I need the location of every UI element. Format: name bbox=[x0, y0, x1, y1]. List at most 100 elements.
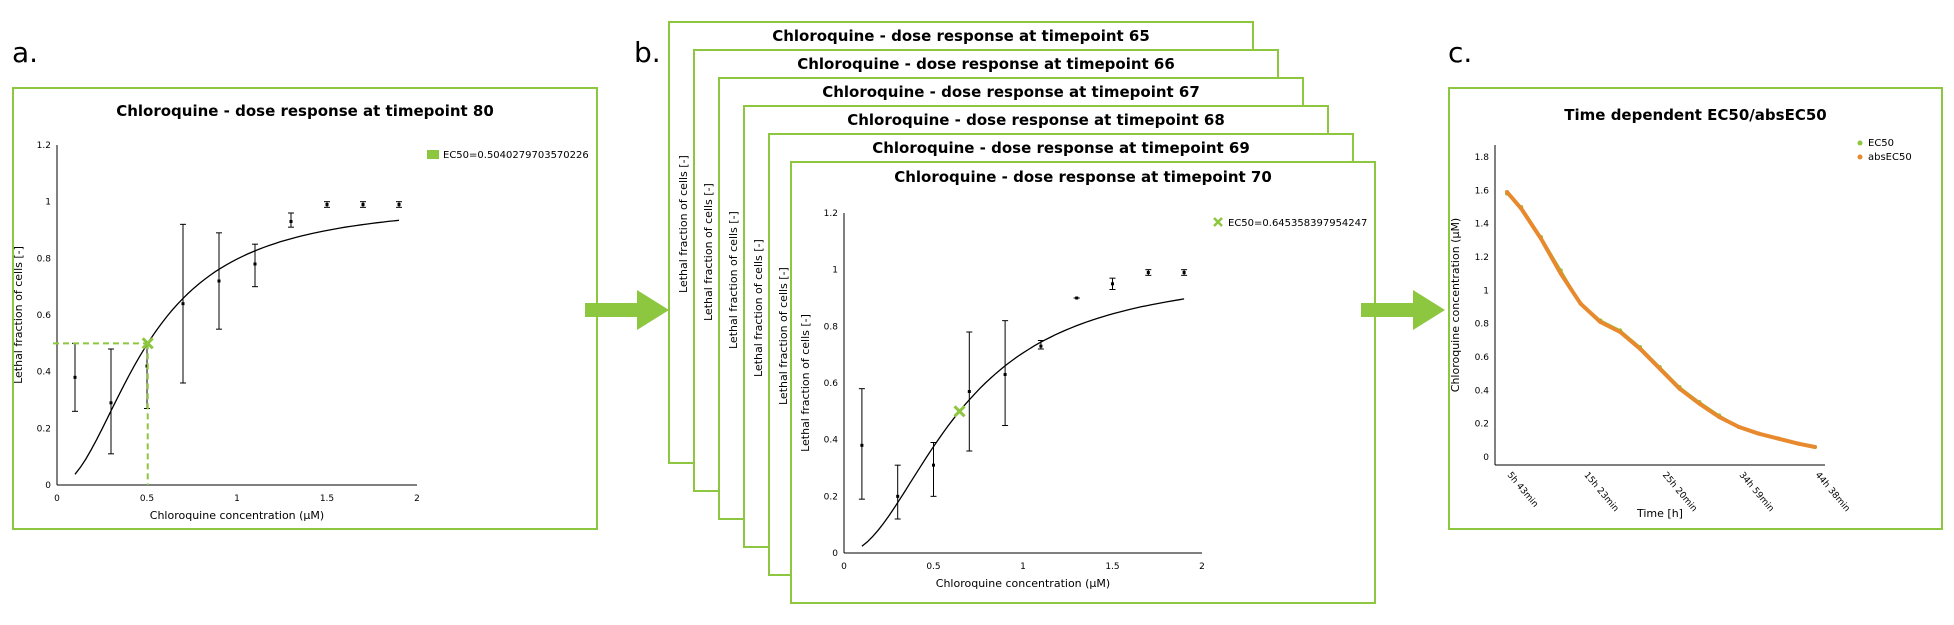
data-point bbox=[361, 203, 365, 206]
legend-label: EC50=0.5040279703570226 bbox=[443, 150, 589, 161]
data-point bbox=[967, 390, 971, 393]
x-tick-label: 0 bbox=[54, 494, 60, 504]
data-point bbox=[860, 443, 864, 447]
stacked-chart-y-axis-label: Lethal fraction of cells [-] bbox=[752, 239, 765, 377]
panel-c-title: Time dependent EC50/absEC50 bbox=[1564, 106, 1827, 124]
x-tick-label: 0.5 bbox=[140, 494, 154, 504]
y-axis-label: Lethal fraction of cells [-] bbox=[799, 314, 812, 452]
x-tick-label: 15h 23min bbox=[1582, 471, 1621, 515]
data-point bbox=[73, 375, 77, 379]
y-tick-label: 0.8 bbox=[824, 322, 839, 332]
data-point-absec50 bbox=[1677, 386, 1682, 391]
y-tick-label: 0.6 bbox=[1475, 353, 1490, 363]
y-tick-label: 1.8 bbox=[1475, 153, 1490, 163]
y-tick-label: 1.2 bbox=[824, 209, 838, 219]
data-point-absec50 bbox=[1598, 320, 1603, 324]
stacked-chart-title: Chloroquine - dose response at timepoint… bbox=[847, 111, 1225, 129]
x-axis-label: Chloroquine concentration (μM) bbox=[150, 509, 324, 522]
data-point bbox=[1182, 271, 1186, 274]
y-tick-label: 1.2 bbox=[37, 141, 51, 151]
x-tick-label: 1.5 bbox=[1105, 562, 1119, 572]
y-tick-label: 0 bbox=[832, 549, 838, 559]
panel-label-c: c. bbox=[1448, 36, 1473, 69]
y-tick-label: 0.2 bbox=[37, 424, 51, 434]
y-tick-label: 1.4 bbox=[1475, 220, 1490, 230]
legend-label: EC50 bbox=[1868, 138, 1894, 149]
y-tick-label: 0.2 bbox=[1475, 420, 1489, 430]
data-point bbox=[896, 494, 900, 498]
legend-label: EC50=0.645358397954247 bbox=[1228, 218, 1367, 229]
x-tick-label: 1 bbox=[234, 494, 240, 504]
stacked-chart-y-axis-label: Lethal fraction of cells [-] bbox=[777, 267, 790, 405]
x-tick-label: 1.5 bbox=[320, 494, 334, 504]
data-point bbox=[1111, 282, 1114, 286]
y-tick-label: 1 bbox=[832, 266, 838, 276]
data-point-absec50 bbox=[1505, 190, 1509, 194]
legend-marker bbox=[1857, 140, 1863, 146]
series-line-absec50 bbox=[1505, 190, 1816, 449]
y-tick-label: 1 bbox=[1483, 286, 1489, 296]
data-point bbox=[325, 203, 329, 206]
series-line-ec50 bbox=[1506, 192, 1816, 448]
y-tick-label: 0.4 bbox=[37, 368, 52, 378]
data-point bbox=[397, 203, 401, 206]
data-point bbox=[217, 279, 221, 283]
data-point-absec50 bbox=[1756, 431, 1761, 436]
panel-b-title: Chloroquine - dose response at timepoint… bbox=[894, 168, 1272, 186]
panel-label-b: b. bbox=[634, 36, 661, 69]
y-tick-label: 0 bbox=[45, 481, 51, 491]
data-point bbox=[289, 220, 293, 223]
panel-label-a: a. bbox=[12, 36, 39, 69]
stacked-chart-title: Chloroquine - dose response at timepoint… bbox=[822, 83, 1200, 101]
data-point-absec50 bbox=[1796, 441, 1801, 446]
dose-response-chart-80: 0 0.2 0.4 0.6 0.8 1 1.2 0 0.5 1 1.5 2 Chloroquine co… bbox=[14, 141, 589, 522]
data-point-absec50 bbox=[1776, 436, 1781, 441]
data-point bbox=[1075, 296, 1079, 300]
stacked-chart-title: Chloroquine - dose response at timepoint… bbox=[872, 139, 1250, 157]
x-axis-label: Chloroquine concentration (μM) bbox=[936, 577, 1110, 590]
data-point bbox=[1003, 373, 1007, 376]
ec50-marker bbox=[953, 405, 966, 418]
data-point bbox=[181, 302, 185, 306]
stacked-chart-title: Chloroquine - dose response at timepoint… bbox=[797, 55, 1175, 73]
y-axis-label: Lethal fraction of cells [-] bbox=[14, 246, 25, 384]
data-point bbox=[932, 463, 935, 467]
y-tick-label: 0 bbox=[1483, 453, 1489, 463]
ec50-time-chart: 0 0.2 0.4 0.6 0.8 1 1.2 1.4 1.6 1.8 5h 43min 15h 23… bbox=[1450, 138, 1912, 520]
y-tick-label: 1.2 bbox=[1475, 253, 1489, 263]
data-point-absec50 bbox=[1558, 271, 1563, 276]
panel-b-frame: Chloroquine - dose response at timepoint… bbox=[790, 161, 1376, 604]
legend-swatch bbox=[1213, 217, 1223, 227]
y-tick-label: 1 bbox=[45, 198, 51, 208]
data-point-absec50 bbox=[1539, 236, 1544, 241]
y-tick-label: 0.4 bbox=[1475, 386, 1490, 396]
stacked-chart-y-axis-label: Lethal fraction of cells [-] bbox=[727, 211, 740, 349]
y-tick-label: 0.6 bbox=[824, 379, 839, 389]
fit-curve bbox=[861, 298, 1185, 547]
y-tick-label: 0.8 bbox=[1475, 320, 1490, 330]
legend-marker bbox=[1857, 154, 1863, 160]
x-tick-label: 44h 38min bbox=[1813, 471, 1852, 515]
stacked-chart-title: Chloroquine - dose response at timepoint… bbox=[772, 27, 1150, 45]
y-tick-label: 0.6 bbox=[37, 311, 52, 321]
x-tick-label: 5h 43min bbox=[1505, 471, 1540, 510]
y-tick-label: 0.2 bbox=[824, 492, 838, 502]
x-tick-label: 2 bbox=[414, 494, 420, 504]
y-tick-label: 0.8 bbox=[37, 254, 52, 264]
y-tick-label: 1.6 bbox=[1475, 186, 1490, 196]
legend-swatch bbox=[427, 150, 439, 159]
x-tick-label: 1 bbox=[1020, 562, 1026, 572]
y-tick-label: 0.4 bbox=[824, 436, 839, 446]
y-axis-label: Chloroquine concentration (μM) bbox=[1450, 218, 1462, 392]
data-point-absec50 bbox=[1578, 301, 1583, 306]
stacked-chart-y-axis-label: Lethal fraction of cells [-] bbox=[702, 183, 715, 321]
x-tick-label: 2 bbox=[1199, 562, 1205, 572]
arrow-a-to-b-icon bbox=[585, 290, 669, 330]
panel-c-frame: Time dependent EC50/absEC50 0 0.2 0.4 0.6 0.… bbox=[1448, 87, 1943, 530]
legend-label: absEC50 bbox=[1868, 152, 1912, 163]
x-tick-label: 0 bbox=[841, 562, 847, 572]
panel-a-title: Chloroquine - dose response at timepoint… bbox=[116, 102, 494, 120]
data-point bbox=[109, 401, 113, 405]
data-point-absec50 bbox=[1657, 366, 1662, 371]
x-tick-label: 34h 59min bbox=[1737, 471, 1776, 515]
